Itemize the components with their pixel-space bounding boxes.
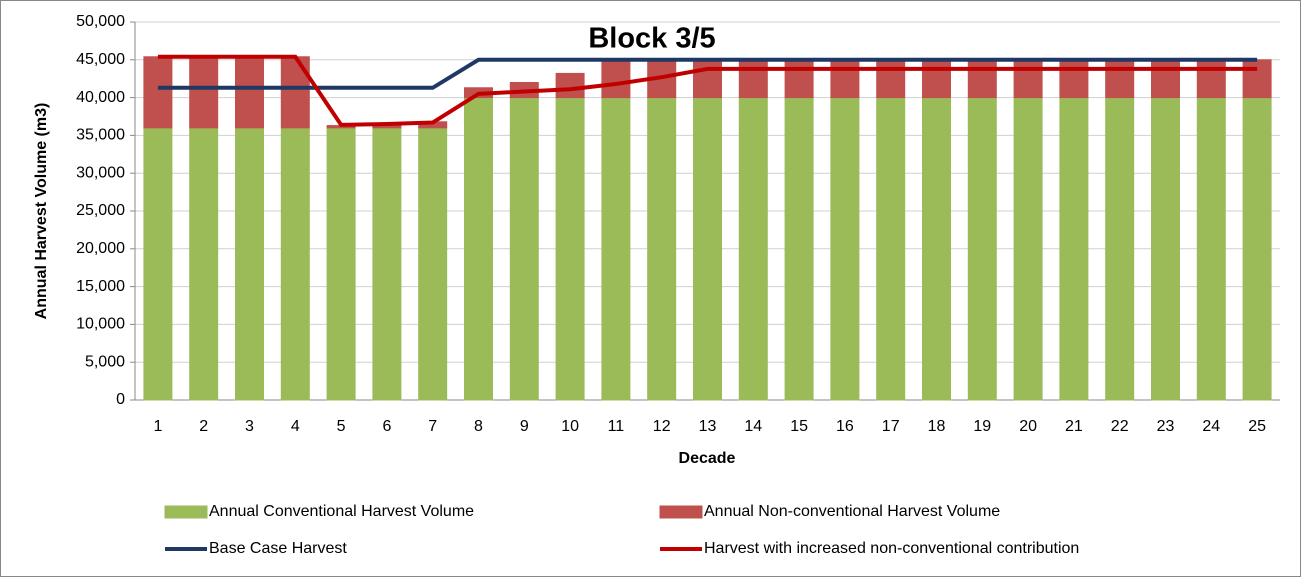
bar-segment [1151,97,1180,401]
y-tick-label: 45,000 [76,51,125,68]
x-tick-label: 8 [474,418,483,435]
legend-swatch [164,505,208,519]
x-tick-label: 23 [1157,418,1175,435]
bar-segment [189,56,219,129]
x-tick-label: 4 [291,418,300,435]
x-tick-label: 13 [699,418,717,435]
legend-swatch [659,505,703,519]
y-tick-label: 25,000 [76,202,125,219]
bar-segment [784,59,814,99]
bar-segment [830,59,860,99]
bar-segment [1105,59,1135,99]
bar-segment [967,97,997,401]
bar-segment [784,97,814,401]
bar-segment [143,127,173,401]
bar-segment [876,59,906,99]
bar-segment [418,127,448,401]
x-axis-label: Decade [679,450,736,467]
bar-segment [326,127,356,401]
bar-segment [509,97,539,401]
bar-segment [280,56,310,129]
bar-segment [922,59,951,99]
bar-segment [1196,97,1226,401]
x-tick-label: 19 [973,418,991,435]
x-tick-label: 25 [1248,418,1266,435]
y-tick-label: 20,000 [76,240,125,257]
x-tick-label: 2 [199,418,208,435]
bar-segment [922,97,951,401]
y-axis-label: Annual Harvest Volume (m3) [33,103,50,320]
x-tick-label: 3 [245,418,254,435]
x-tick-label: 22 [1111,418,1129,435]
bar-segment [1059,97,1089,401]
bar-segment [1242,59,1272,99]
x-tick-label: 1 [153,418,162,435]
bar-segment [1242,97,1272,401]
x-tick-label: 9 [520,418,529,435]
bar-segment [189,127,219,401]
y-tick-label: 50,000 [76,13,125,30]
x-tick-label: 21 [1065,418,1083,435]
legend-label: Annual Conventional Harvest Volume [209,503,474,520]
x-tick-label: 24 [1202,418,1220,435]
bar-segment [693,59,722,99]
bar-segment [143,56,173,129]
bar-segment [1059,59,1089,99]
x-tick-label: 18 [928,418,946,435]
bar-segment [738,97,768,401]
x-tick-label: 10 [561,418,579,435]
y-tick-label: 15,000 [76,278,125,295]
bar-segment [693,97,722,401]
bar-segment [601,97,631,401]
bar-segment [555,72,585,99]
bar-segment [738,59,768,99]
x-tick-label: 12 [653,418,671,435]
bar-segment [555,97,585,401]
x-tick-label: 15 [790,418,808,435]
bar-segment [647,97,677,401]
y-tick-label: 40,000 [76,89,125,106]
bar-segment [830,97,860,401]
legend-label: Harvest with increased non-conventional … [704,540,1079,557]
x-tick-label: 7 [428,418,437,435]
line-series [157,57,1258,90]
bar-segment [1151,59,1180,99]
bar-segment [1105,97,1135,401]
y-tick-label: 35,000 [76,127,125,144]
bar-segment [280,127,310,401]
chart-title: Block 3/5 [588,23,715,55]
y-tick-label: 0 [116,391,125,408]
legend-label: Annual Non-conventional Harvest Volume [704,503,1000,520]
bar-segment [235,56,264,129]
bar-segment [372,127,402,401]
bar-segment [601,59,631,99]
y-tick-label: 30,000 [76,164,125,181]
x-tick-label: 17 [882,418,900,435]
line-series [157,54,1258,127]
y-tick-label: 5,000 [85,353,125,370]
x-tick-label: 6 [382,418,391,435]
x-tick-label: 14 [744,418,762,435]
y-tick-label: 10,000 [76,316,125,333]
x-tick-label: 16 [836,418,854,435]
x-tick-label: 5 [337,418,346,435]
bar-segment [464,97,493,401]
bar-segment [235,127,264,401]
x-tick-label: 11 [608,418,625,435]
bar-segment [876,97,906,401]
bar-segment [967,59,997,99]
bar-segment [1013,97,1043,401]
x-tick-label: 20 [1019,418,1037,435]
bar-segment [1196,59,1226,99]
bar-segment [1013,59,1043,99]
legend-label: Base Case Harvest [209,540,347,557]
